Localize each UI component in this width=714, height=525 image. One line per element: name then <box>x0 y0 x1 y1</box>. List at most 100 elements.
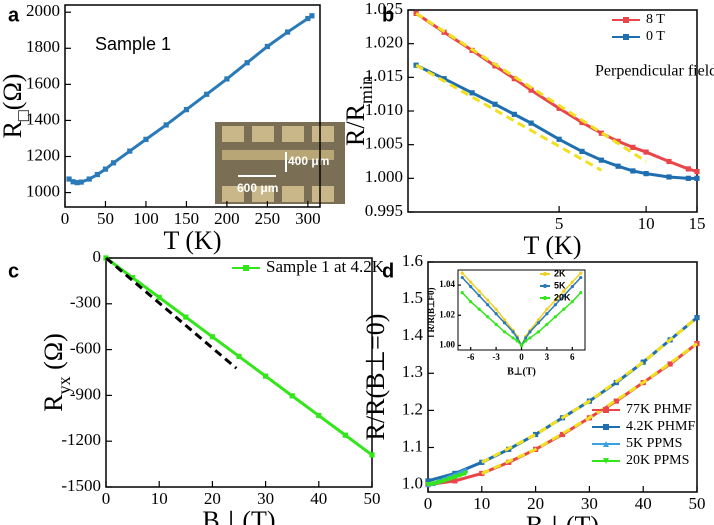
photo-pad <box>312 126 334 142</box>
y-tick-label: 1600 <box>26 73 60 92</box>
legend-label: 5K PPMS <box>626 436 682 451</box>
data-point <box>528 87 534 93</box>
x-axis-label: T (K) <box>163 226 221 255</box>
legend-marker <box>603 458 609 464</box>
data-point <box>102 166 109 172</box>
legend-label: 0 T <box>646 29 665 44</box>
data-point <box>666 174 672 180</box>
data-point <box>685 166 691 172</box>
legend-marker <box>543 296 547 300</box>
y-tick-label: 1.005 <box>365 134 403 153</box>
y-tick-label: 1.00 <box>439 340 455 350</box>
y-tick-label: 1000 <box>26 181 60 200</box>
x-tick-label: 6 <box>570 352 575 362</box>
legend-label: 2K <box>554 268 566 278</box>
y-tick-label: 1.025 <box>365 0 403 18</box>
legend-marker <box>543 284 547 288</box>
y-axis-label: R/R(B⊥=0) <box>361 314 390 441</box>
y-tick-label: -1200 <box>61 430 101 449</box>
photo-pad <box>252 186 274 202</box>
data-point <box>515 336 519 340</box>
data-point <box>469 285 473 289</box>
data-point <box>613 398 619 404</box>
data-point <box>562 289 566 293</box>
y-axis-label: R□(Ω) <box>0 74 33 139</box>
y-tick-label: 1.6 <box>402 251 423 270</box>
legend-label: 20K PPMS <box>626 453 689 468</box>
y-axis-label-subscript: □ <box>13 110 33 121</box>
data-point <box>519 343 524 348</box>
data-point <box>579 271 583 275</box>
data-point <box>236 353 242 360</box>
x-tick-label: 150 <box>174 209 200 228</box>
x-axis-label: B⊥(T) <box>526 511 599 525</box>
data-point <box>425 481 431 488</box>
data-point <box>110 160 117 166</box>
data-point <box>502 318 507 322</box>
data-point <box>545 307 549 311</box>
data-point <box>209 334 215 340</box>
data-point <box>163 122 169 128</box>
data-point <box>436 479 442 485</box>
series-line <box>415 63 697 180</box>
legend-label: 20K <box>554 292 571 302</box>
data-point <box>441 76 447 82</box>
data-point <box>533 431 539 438</box>
photo-pad <box>282 186 304 202</box>
y-tick-label: 1.2 <box>402 399 423 418</box>
y-tick-label: -300 <box>70 293 101 312</box>
data-point <box>94 171 100 178</box>
data-point <box>511 76 517 82</box>
data-point <box>570 285 574 289</box>
data-point <box>305 15 311 22</box>
y-tick-label: 1.020 <box>365 33 403 52</box>
data-point <box>536 321 541 325</box>
data-point <box>536 330 541 334</box>
x-tick-label: 50 <box>364 489 381 508</box>
y-axis-label-part: (Ω) <box>39 333 68 376</box>
data-point <box>477 289 481 293</box>
sample-photo: 400 μm 600 μm <box>215 122 345 204</box>
panel-letter: a <box>8 4 20 26</box>
data-point <box>640 359 646 365</box>
data-point <box>492 101 498 107</box>
x-tick-label: 250 <box>255 209 281 228</box>
data-point <box>477 294 481 298</box>
data-point <box>545 312 549 316</box>
data-point <box>183 107 190 113</box>
data-point <box>289 393 295 399</box>
photo-pad <box>282 126 304 142</box>
plot-frame <box>64 4 321 208</box>
data-point <box>502 330 507 334</box>
data-point <box>553 303 557 307</box>
data-point <box>460 275 464 280</box>
x-axis-label: B⊥(T) <box>202 506 275 525</box>
y-axis-label-part: (Ω) <box>0 74 27 111</box>
x-tick-label: 0 <box>424 494 433 513</box>
x-tick-label: 0 <box>102 489 111 508</box>
y-axis-label: R/R(B⊥=0) <box>426 288 436 333</box>
x-tick-label: 40 <box>310 489 327 508</box>
x-tick-label: -6 <box>467 352 475 362</box>
data-point <box>494 307 498 311</box>
y-tick-label: 1.02 <box>439 309 455 319</box>
y-tick-label: -900 <box>70 384 101 403</box>
data-point <box>528 120 534 126</box>
data-point <box>528 336 532 340</box>
y-tick-label: 1.010 <box>365 100 403 119</box>
panel: 5 10 15 0.995 1.000 1.005 1.010 1.015 1.020 1.025… <box>341 0 714 260</box>
data-point <box>524 339 528 343</box>
legend-marker <box>623 17 629 23</box>
y-tick-label: 1.1 <box>402 436 423 455</box>
legend-marker <box>603 441 609 447</box>
y-axis-label: R/Rmin <box>341 76 376 146</box>
data-point <box>630 144 636 150</box>
data-point <box>74 180 80 186</box>
data-point <box>615 163 621 169</box>
x-tick-label: 10 <box>473 494 490 513</box>
x-tick-label: 30 <box>581 494 598 513</box>
legend-label: 77K PHMF <box>626 402 692 417</box>
y-tick-label: 1.0 <box>402 473 423 492</box>
data-point <box>469 90 475 96</box>
